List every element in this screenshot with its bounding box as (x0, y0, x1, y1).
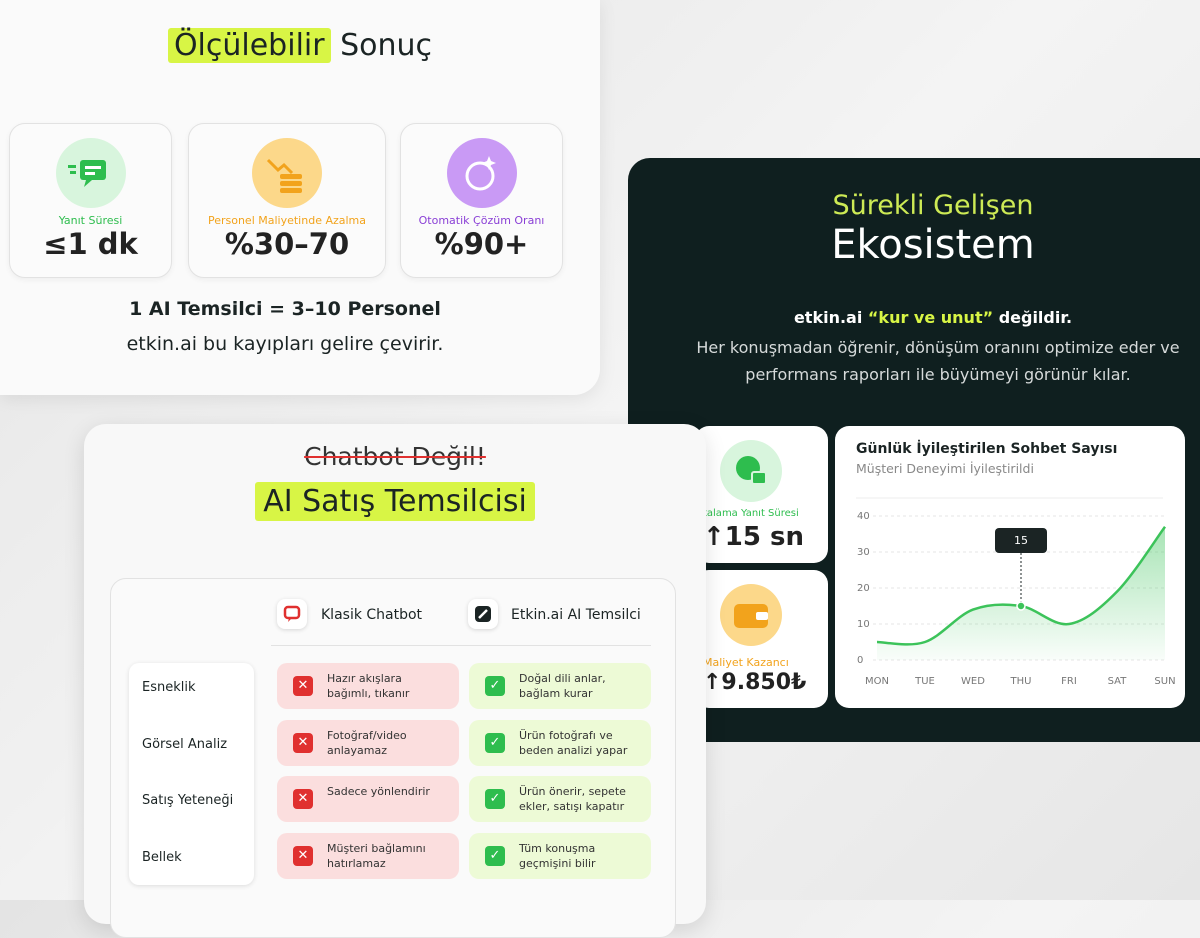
icon (283, 605, 301, 622)
title-highlight: Ölçülebilir (167, 28, 331, 63)
icon (475, 606, 491, 622)
results-title: Ölçülebilir Sonuç (0, 28, 600, 63)
mini-label: Ortalama Yanıt Süresi (695, 508, 799, 519)
divider (271, 645, 651, 646)
comparison-table: Klasik Chatbot Etkin.ai AI Temsilci Esne… (110, 578, 676, 938)
mini-icon (720, 584, 782, 646)
feature-column (129, 663, 254, 885)
eco-paragraph: Her konuşmadan öğrenir, dönüşüm oranını … (696, 338, 1180, 384)
mini-value: ↑15 sn (703, 522, 805, 552)
chart-subtitle: Müşteri Deneyimi İyileştirildi (856, 461, 1034, 476)
strike-title: Chatbot Değil! (304, 442, 486, 471)
eco-title: Ekosistem (831, 222, 1035, 268)
mini-value: ↑9.850₺ (703, 670, 807, 695)
x-tick-label: WED (961, 676, 985, 687)
good-cell: ✓ Ürün fotoğrafı ve beden analizi yapar (469, 719, 651, 766)
cell-badge: ✕ (293, 732, 313, 753)
feature-label: Satış Yeteneği (142, 793, 234, 808)
stat-value: ≤1 dk (43, 227, 138, 261)
good-cell: ✓ Ürün önerir, sepete ekler, satışı kapat… (469, 776, 651, 822)
cell-text: Tüm konuşma geçmişini bilir (519, 841, 596, 870)
stat-icon (446, 138, 517, 208)
eco-kicker: Sürekli Gelişen (832, 190, 1034, 221)
col-header: Klasik Chatbot (321, 607, 423, 623)
stat-card: Yanıt Süresi ≤1 dk (9, 123, 172, 278)
stat-label: Yanıt Süresi (58, 214, 123, 227)
mini-stat: Ortalama Yanıt Süresi ↑15 sn (695, 426, 828, 563)
stat-icon (252, 138, 322, 208)
tooltip-box (995, 528, 1047, 553)
stat-label: Personel Maliyetinde Azalma (207, 214, 367, 227)
y-tick-label: 10 (857, 619, 870, 630)
tooltip-label: 15 (1014, 534, 1028, 547)
cell-text: Müşteri bağlamını hatırlamaz (327, 841, 426, 870)
cell-text: Sadece yönlendirir (327, 785, 430, 798)
icon (736, 456, 767, 485)
x-tick-label: FRI (1061, 676, 1077, 687)
icon (266, 158, 302, 193)
cell-badge: ✕ (293, 789, 313, 809)
ecosystem-card: Sürekli Gelişen Ekosistem etkin.ai “kur … (628, 158, 1200, 742)
cell-text: Doğal dili anlar, bağlam kurar (519, 672, 606, 700)
col-header: Etkin.ai AI Temsilci (511, 607, 641, 623)
x-tick-label: MON (865, 676, 889, 687)
icon (734, 604, 768, 628)
bad-cell: ✕ Sadece yönlendirir (277, 776, 459, 822)
cell-badge: ✓ (485, 732, 505, 753)
chart-title: Günlük İyileştirilen Sohbet Sayısı (856, 440, 1117, 457)
feature-label: Bellek (142, 849, 182, 865)
comparison-title: AI Satış Temsilcisi (84, 482, 706, 521)
title-highlight: AI Satış Temsilcisi (255, 482, 535, 521)
cell-badge: ✕ (293, 845, 313, 866)
chart: Günlük İyileştirilen Sohbet Sayısı Müşte… (835, 426, 1185, 708)
comparison-card: Chatbot Değil! AI Satış Temsilcisi Klasi… (84, 424, 706, 938)
mini-stat: Maliyet Kazancı ↑9.850₺ (695, 570, 828, 708)
cell-badge: ✓ (485, 676, 505, 696)
bad-cell: ✕ Hazır akışlara bağımlı, tıkanır (277, 663, 459, 709)
stat-card: Personel Maliyetinde Azalma %30–70 (188, 123, 386, 278)
stat-card: Otomatik Çözüm Oranı %90+ (400, 123, 563, 278)
stat-value: %30–70 (224, 227, 350, 261)
icon (67, 160, 106, 187)
mini-label: Maliyet Kazancı (703, 656, 789, 669)
y-tick-label: 30 (857, 547, 870, 558)
cell-text: Fotoğraf/video anlayamaz (327, 728, 407, 757)
results-line1: 1 AI Temsilci = 3–10 Personel (129, 298, 441, 320)
brand: etkin.ai (793, 308, 863, 327)
cell-text: Ürün fotoğrafı ve beden analizi yapar (519, 728, 628, 757)
x-tick-label: TUE (914, 676, 935, 687)
bad-cell: ✕ Fotoğraf/video anlayamaz (277, 719, 459, 766)
y-tick-label: 40 (857, 511, 870, 522)
stat-label: Otomatik Çözüm Oranı (418, 214, 545, 227)
cell-text: Hazır akışlara bağımlı, tıkanır (327, 672, 410, 700)
stat-value: %90+ (434, 227, 529, 261)
y-tick-label: 20 (857, 583, 870, 594)
feature-label: Görsel Analiz (142, 736, 228, 752)
y-tick-label: 0 (857, 655, 863, 666)
eco-tagline: etkin.ai “kur ve unut” değildir. (628, 308, 1200, 327)
cell-badge: ✕ (293, 676, 313, 696)
col-icon (277, 599, 307, 629)
good-cell: ✓ Doğal dili anlar, bağlam kurar (469, 663, 651, 709)
x-tick-label: THU (1010, 676, 1032, 687)
rest: değildir. (998, 308, 1073, 327)
icon (465, 156, 496, 191)
point (1016, 601, 1026, 611)
col-icon (468, 599, 498, 629)
good-cell: ✓ Tüm konuşma geçmişini bilir (469, 832, 651, 879)
cell-badge: ✓ (485, 789, 505, 809)
bad-cell: ✕ Müşteri bağlamını hatırlamaz (277, 832, 459, 879)
x-tick-label: SAT (1108, 676, 1128, 687)
stat-icon (55, 138, 126, 208)
results-line2: etkin.ai bu kayıpları gelire çevirir. (126, 333, 444, 355)
cell-text: Ürün önerir, sepete ekler, satışı kapatı… (519, 785, 626, 813)
quote: “kur ve unut” (867, 308, 994, 327)
cell-badge: ✓ (485, 845, 505, 866)
results-card: Ölçülebilir Sonuç Yanıt Süresi ≤1 dk Per… (0, 0, 600, 395)
feature-label: Esneklik (142, 680, 196, 695)
x-tick-label: SUN (1154, 676, 1175, 687)
mini-icon (720, 440, 782, 502)
title-rest: Sonuç (340, 28, 433, 63)
